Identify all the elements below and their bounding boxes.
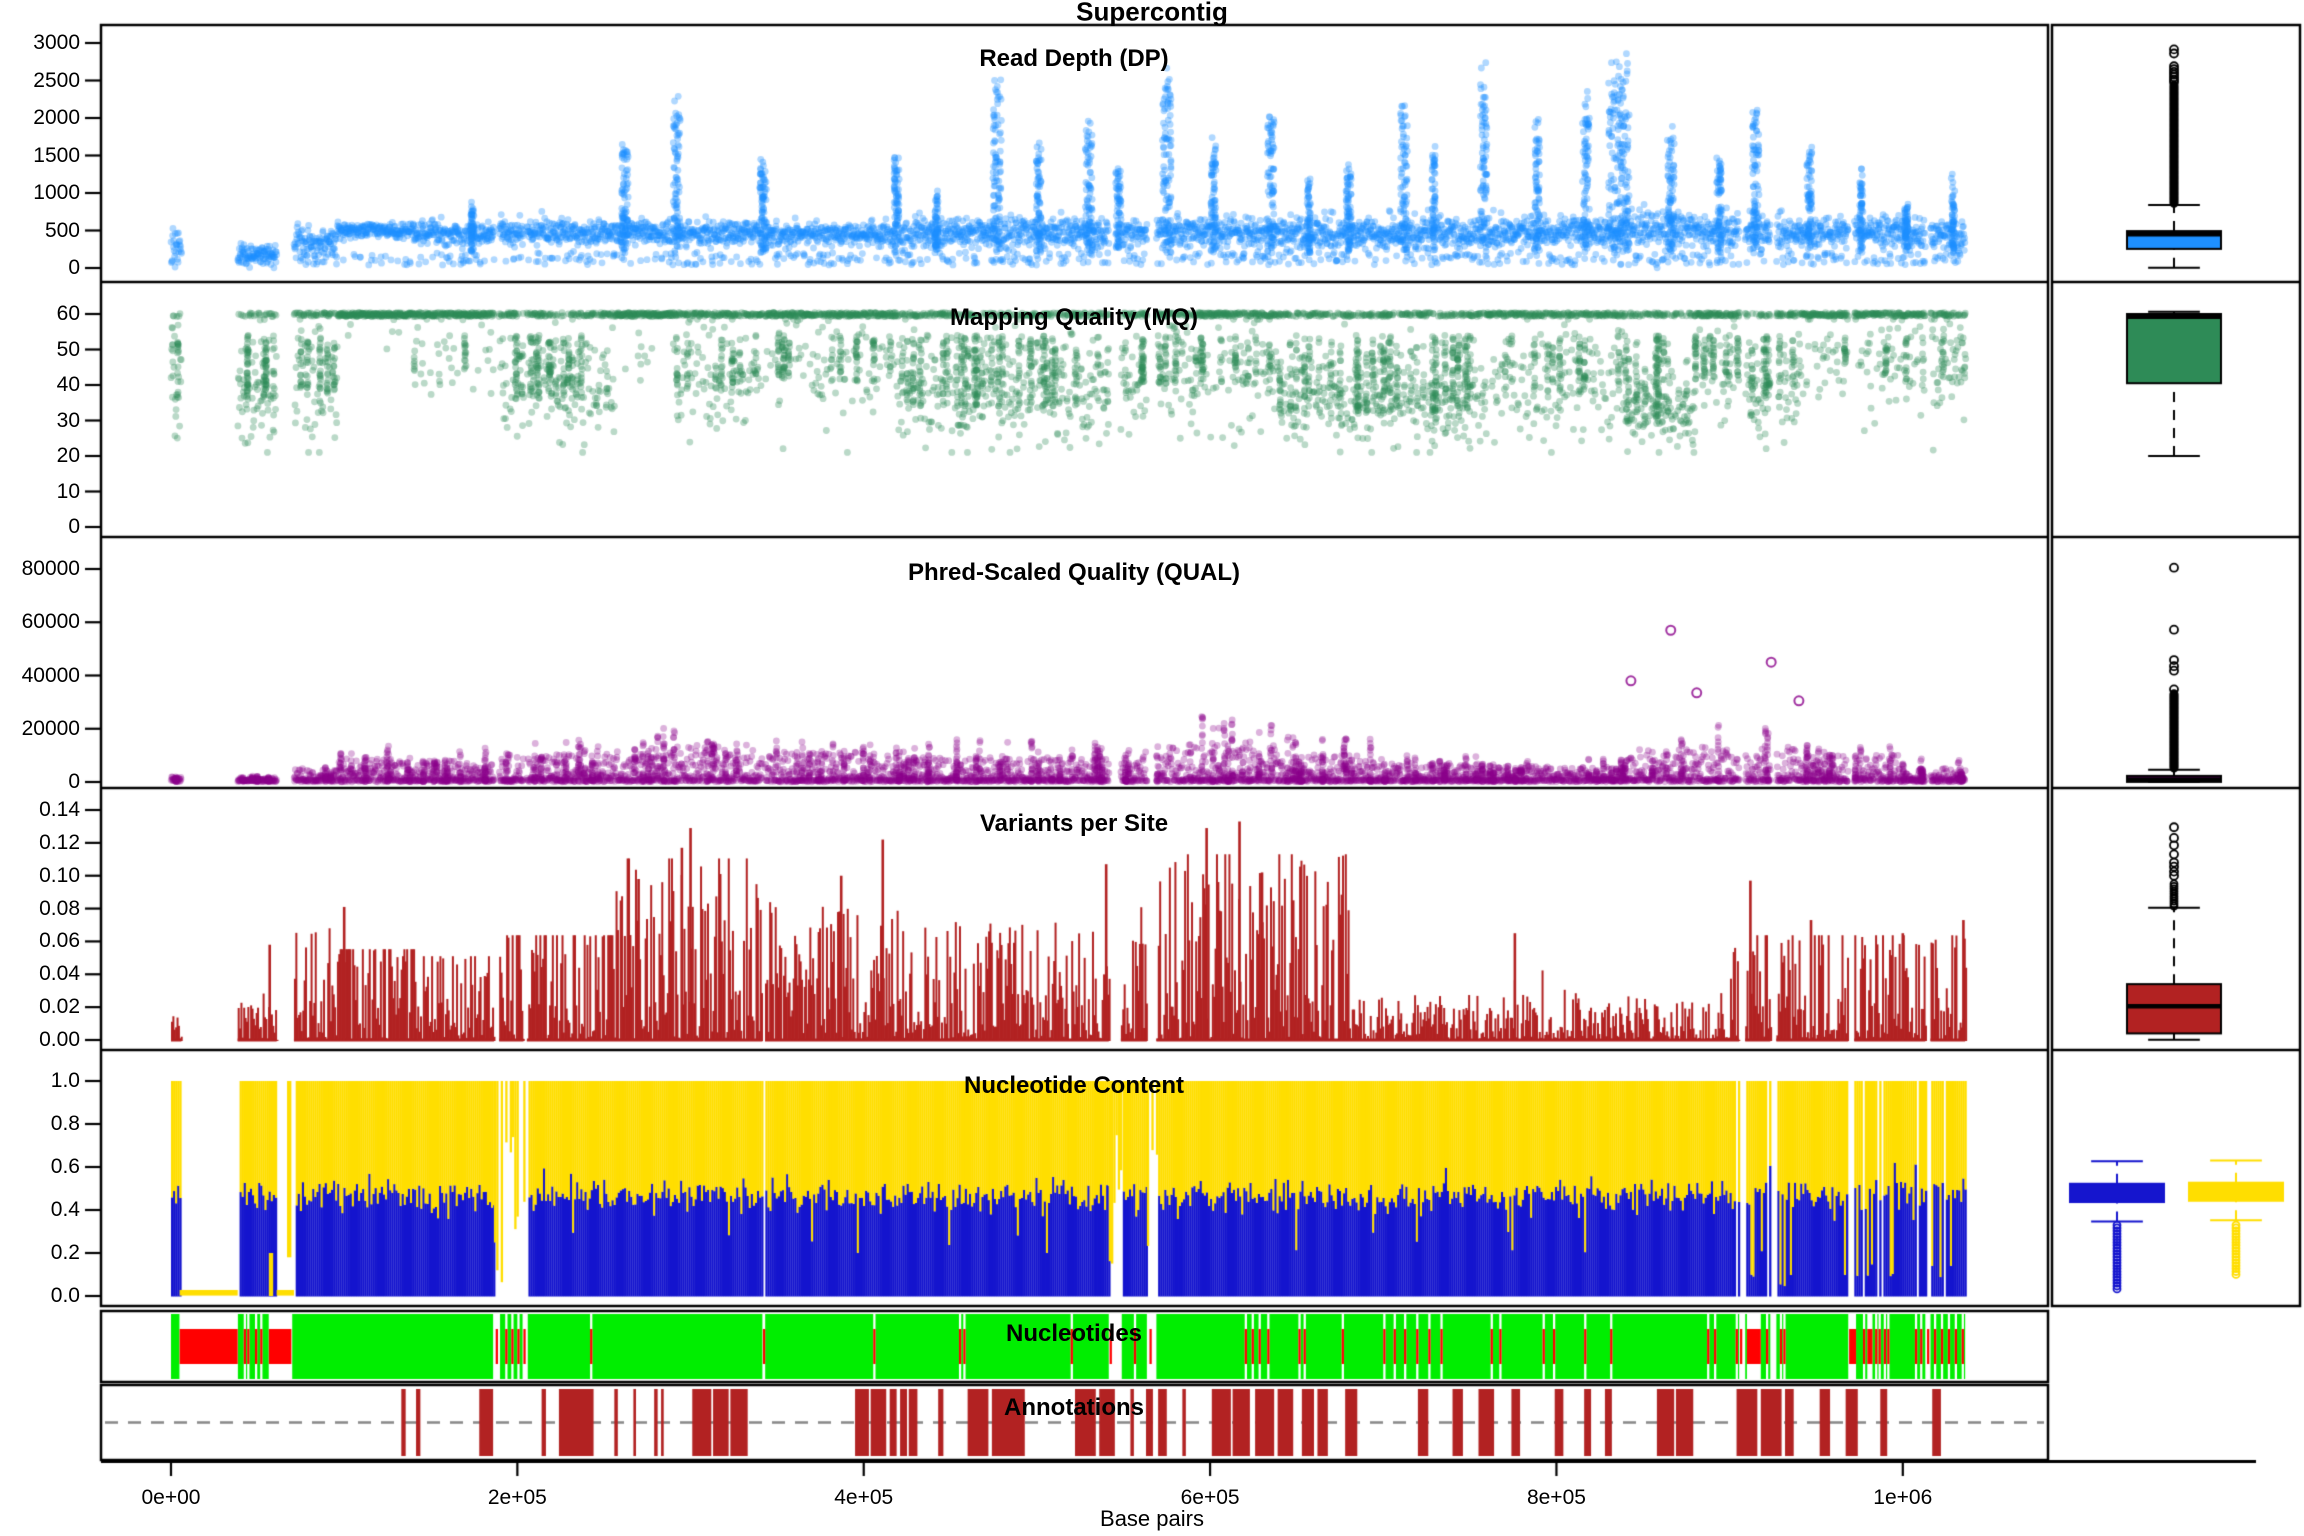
y-tick-label-vps: 0.12 xyxy=(39,830,80,854)
panel-title-nucleotide-content: Nucleotide Content xyxy=(964,1072,1184,1099)
y-tick-label-qual: 0 xyxy=(68,770,80,793)
panel-title-mapping-quality: Mapping Quality (MQ) xyxy=(950,304,1198,331)
y-tick-label-nc: 0.0 xyxy=(50,1284,80,1307)
y-tick-label-dp: 1000 xyxy=(33,181,80,204)
y-tick-label-qual: 80000 xyxy=(21,557,80,580)
y-tick-label-dp: 500 xyxy=(44,218,80,242)
y-tick-label-nc: 0.8 xyxy=(50,1112,80,1135)
y-tick-label-mq: 60 xyxy=(56,302,80,325)
y-tick-label-vps: 0.04 xyxy=(39,962,80,986)
y-tick-label-vps: 0.10 xyxy=(39,863,80,887)
x-tick-label: 0e+00 xyxy=(141,1486,201,1509)
y-tick-label-vps: 0.00 xyxy=(39,1028,80,1051)
panel-title-read-depth: Read Depth (DP) xyxy=(979,45,1169,72)
y-tick-label-vps: 0.08 xyxy=(39,896,80,920)
y-tick-label-vps: 0.06 xyxy=(39,929,80,953)
y-tick-label-mq: 20 xyxy=(56,444,80,467)
y-tick-label-qual: 40000 xyxy=(21,663,80,687)
panel-title-variants: Variants per Site xyxy=(979,810,1169,837)
x-axis-label: Base pairs xyxy=(1100,1506,1204,1531)
x-tick-label: 6e+05 xyxy=(1180,1486,1240,1509)
y-tick-label-dp: 2500 xyxy=(33,68,80,92)
y-tick-label-nc: 0.6 xyxy=(50,1155,80,1178)
y-tick-label-nc: 0.2 xyxy=(50,1241,80,1264)
panel-title-annotations: Annotations xyxy=(1004,1394,1144,1421)
y-tick-label-vps: 0.02 xyxy=(39,995,80,1019)
panel-title-qual: Phred-Scaled Quality (QUAL) xyxy=(907,559,1241,586)
y-tick-label-dp: 3000 xyxy=(33,31,80,54)
x-tick-label: 8e+05 xyxy=(1526,1486,1586,1509)
y-tick-label-mq: 30 xyxy=(56,408,80,432)
x-tick-label: 2e+05 xyxy=(487,1486,547,1509)
y-tick-label-vps: 0.14 xyxy=(39,798,80,821)
panel-title-nucleotides: Nucleotides xyxy=(1005,1320,1143,1347)
figure-title: Supercontig xyxy=(1076,0,1228,27)
y-tick-label-nc: 1.0 xyxy=(50,1069,80,1092)
y-tick-label-mq: 50 xyxy=(56,337,80,361)
y-tick-label-dp: 1500 xyxy=(33,143,80,167)
y-tick-label-qual: 20000 xyxy=(21,716,80,740)
y-tick-label-mq: 10 xyxy=(56,479,80,503)
y-tick-label-dp: 0 xyxy=(68,256,80,279)
x-tick-label: 1e+06 xyxy=(1873,1486,1933,1509)
y-tick-label-mq: 0 xyxy=(68,515,80,538)
y-tick-label-mq: 40 xyxy=(56,373,80,396)
y-tick-label-qual: 60000 xyxy=(21,610,80,634)
x-tick-label: 4e+05 xyxy=(834,1486,894,1509)
y-tick-label-nc: 0.4 xyxy=(50,1198,80,1221)
y-tick-label-dp: 2000 xyxy=(33,106,80,129)
